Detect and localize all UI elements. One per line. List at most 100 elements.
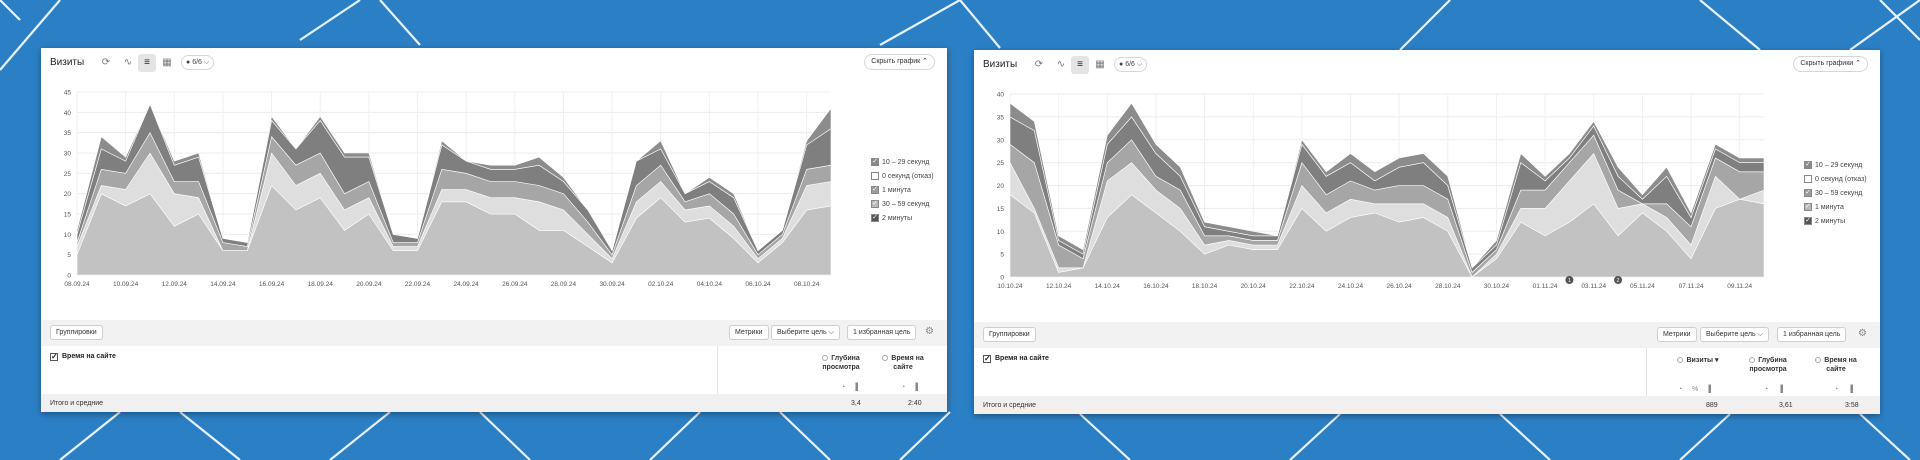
x-tick-label: 30.09.24 (599, 281, 625, 288)
dimension-header[interactable]: ✓ Время на сайте (983, 355, 1049, 363)
checkbox-checked-icon[interactable]: ✓ (1804, 217, 1812, 225)
check-icon[interactable]: ✓ (983, 354, 991, 363)
x-tick-label: 16.10.24 (1143, 283, 1169, 290)
area-chart: 0 5 10 15 20 25 30 35 40 10.10.24 12.10.24 14.10.24… (997, 92, 1765, 290)
table-view-icon[interactable]: ▦ (1095, 59, 1105, 70)
totals-time: 2:40 (908, 400, 922, 407)
y-tick-label: 40 (64, 110, 72, 117)
checkbox-checked-icon[interactable]: ✓ (871, 158, 879, 166)
area-series[interactable] (1009, 102, 1765, 269)
gear-icon[interactable]: ⚙ (925, 326, 934, 337)
legend-item[interactable]: ✓ 30 – 59 секунд (871, 197, 934, 211)
groupings-button[interactable]: Группировки (983, 327, 1036, 342)
y-tick-label: 40 (997, 92, 1005, 99)
bar-chart-icon[interactable]: ▐ (853, 384, 858, 391)
metrics-button[interactable]: Метрики (1657, 327, 1697, 342)
legend-item[interactable]: 0 секунд (отказ) (1804, 172, 1867, 186)
line-chart-icon[interactable]: ∿ (1056, 59, 1066, 70)
pie-chart-icon[interactable]: ◔ (1678, 386, 1683, 393)
checkbox-checked-icon[interactable]: ✓ (1804, 203, 1812, 211)
legend-label: 2 минуты (882, 214, 913, 222)
radio-icon[interactable] (1815, 357, 1822, 364)
stacked-area-icon[interactable]: ≡ (1071, 56, 1089, 74)
annotation-marker[interactable] (1614, 276, 1623, 284)
legend-item[interactable]: 0 секунд (отказ) (871, 169, 934, 183)
radio-icon[interactable] (1749, 357, 1756, 364)
legend-item[interactable]: ✓ 2 минуты (1804, 214, 1867, 228)
x-tick-label: 14.09.24 (210, 281, 236, 288)
bar-chart-icon[interactable]: ▐ (1848, 386, 1853, 393)
pie-chart-icon[interactable]: ◔ (1834, 386, 1839, 393)
checkbox-checked-icon[interactable]: ✓ (871, 214, 879, 222)
x-tick-label: 22.09.24 (405, 281, 431, 288)
legend-item[interactable]: ✓ 1 минута (871, 183, 934, 197)
annotation-marker[interactable] (1565, 276, 1574, 284)
chart-legend: ✓ 10 – 29 секунд 0 секунд (отказ) ✓ 30 – 59 … (1804, 158, 1867, 228)
bar-chart-icon[interactable]: ▐ (913, 384, 918, 391)
column-header-depth[interactable]: Глубина просмотра (1740, 356, 1796, 374)
refresh-icon[interactable]: ⟳ (101, 57, 111, 68)
pie-chart-icon[interactable]: ◔ (901, 384, 906, 391)
legend-item[interactable]: ✓ 10 – 29 секунд (1804, 158, 1867, 172)
check-icon[interactable]: ✓ (50, 352, 58, 361)
radio-icon[interactable] (822, 355, 829, 362)
hide-chart-button[interactable]: Скрыть графики ⌃ (1793, 56, 1868, 72)
checkbox-unchecked-icon[interactable] (1804, 175, 1812, 183)
gear-icon[interactable]: ⚙ (1858, 328, 1867, 339)
totals-label: Итого и средние (983, 402, 1037, 409)
column-header-depth[interactable]: Глубина просмотра (817, 354, 865, 372)
bar-chart-icon[interactable]: ▐ (1706, 386, 1711, 393)
totals-row: Итого и средние 3,4 2:40 (41, 394, 947, 412)
y-tick-label: 45 (64, 90, 72, 97)
segments-button[interactable]: ● 6/6 ⌵ (1114, 57, 1148, 72)
percent-icon[interactable]: % (1692, 386, 1699, 393)
favorite-goals-button[interactable]: 1 избранная цель (1777, 327, 1847, 342)
segments-count: 6/6 (192, 59, 202, 66)
column-header-visits[interactable]: Визиты ▾ (1670, 356, 1726, 365)
dimension-header[interactable]: ✓ Время на сайте (50, 353, 116, 361)
table-view-icon[interactable]: ▦ (162, 57, 172, 68)
hide-chart-button[interactable]: Скрыть график ⌃ (864, 54, 935, 70)
checkbox-checked-icon[interactable]: ✓ (1804, 189, 1812, 197)
totals-time: 3:58 (1845, 402, 1859, 409)
x-tick-label: 10.10.24 (997, 283, 1023, 290)
stacked-area-icon[interactable]: ≡ (138, 54, 156, 72)
hide-chart-label: Скрыть графики (1800, 60, 1854, 67)
legend-item[interactable]: ✓ 10 – 29 секунд (871, 155, 934, 169)
checkbox-checked-icon[interactable]: ✓ (871, 200, 879, 208)
y-tick-label: 15 (997, 206, 1005, 213)
x-tick-label: 08.09.24 (64, 281, 90, 288)
refresh-icon[interactable]: ⟳ (1034, 59, 1044, 70)
checkbox-unchecked-icon[interactable] (871, 172, 879, 180)
legend-item[interactable]: ✓ 30 – 59 секунд (1804, 186, 1867, 200)
report-toolbar: Группировки Метрики Выберите цель ⌵ 1 из… (974, 322, 1880, 348)
annotation-label: 1 (1568, 278, 1571, 284)
groupings-button[interactable]: Группировки (50, 325, 103, 340)
x-tick-label: 05.11.24 (1630, 283, 1655, 290)
x-tick-label: 26.10.24 (1387, 283, 1413, 290)
radio-icon[interactable] (1677, 357, 1684, 364)
x-tick-label: 24.09.24 (454, 281, 480, 288)
goal-select[interactable]: Выберите цель ⌵ (1700, 327, 1769, 342)
radio-icon[interactable] (882, 355, 889, 362)
checkbox-checked-icon[interactable]: ✓ (871, 186, 879, 194)
favorite-goals-button[interactable]: 1 избранная цель (847, 325, 917, 340)
bar-chart-icon[interactable]: ▐ (1778, 386, 1783, 393)
pie-chart-icon[interactable]: ◔ (1764, 386, 1769, 393)
metrics-button[interactable]: Метрики (729, 325, 769, 340)
goal-select[interactable]: Выберите цель ⌵ (771, 325, 840, 340)
area-series[interactable] (76, 103, 832, 252)
segments-button[interactable]: ● 6/6 ⌵ (181, 55, 215, 70)
pie-chart-icon[interactable]: ◔ (841, 384, 846, 391)
totals-depth: 3,4 (851, 400, 861, 407)
column-header-time[interactable]: Время на сайте (1808, 356, 1864, 374)
legend-item[interactable]: ✓ 1 минута (1804, 200, 1867, 214)
y-tick-label: 5 (1000, 252, 1004, 259)
x-tick-label: 09.11.24 (1727, 283, 1752, 290)
y-tick-label: 35 (997, 114, 1005, 121)
x-tick-label: 28.10.24 (1435, 283, 1461, 290)
line-chart-icon[interactable]: ∿ (123, 57, 133, 68)
checkbox-checked-icon[interactable]: ✓ (1804, 161, 1812, 169)
column-header-time[interactable]: Время на сайте (879, 354, 927, 372)
legend-item[interactable]: ✓ 2 минуты (871, 211, 934, 225)
